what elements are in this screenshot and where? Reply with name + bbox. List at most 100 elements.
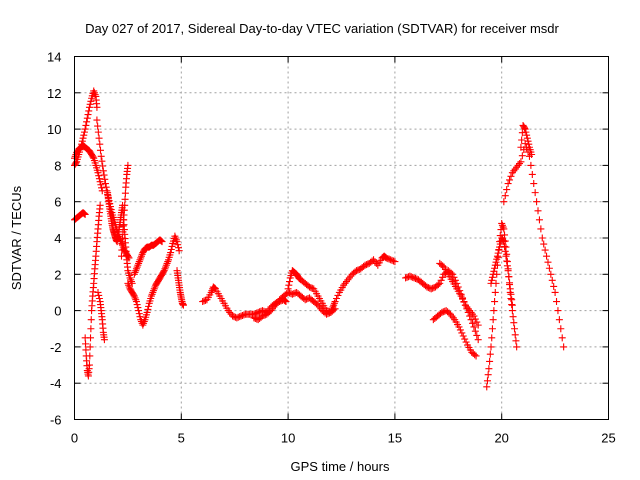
data-point — [508, 296, 516, 304]
data-point — [472, 352, 480, 360]
data-point — [117, 252, 125, 260]
data-point — [461, 301, 469, 309]
data-point — [119, 228, 127, 236]
data-point — [86, 343, 94, 351]
data-point — [87, 97, 95, 105]
data-point — [89, 153, 97, 161]
x-axis-label: GPS time / hours — [291, 459, 390, 474]
data-point — [80, 131, 88, 139]
data-point — [462, 338, 470, 346]
data-point — [523, 134, 531, 142]
data-point — [173, 238, 181, 246]
data-point — [85, 361, 93, 369]
y-tick-label: -4 — [50, 376, 62, 391]
data-point — [168, 242, 176, 250]
data-point — [143, 308, 151, 316]
data-point — [473, 318, 481, 326]
data-point — [334, 291, 342, 299]
data-point — [537, 225, 545, 233]
data-point — [499, 236, 507, 244]
data-point — [511, 325, 519, 333]
data-point — [528, 170, 536, 178]
data-point — [121, 195, 129, 203]
data-point — [100, 171, 108, 179]
x-tick-label: 20 — [494, 431, 508, 446]
data-point — [512, 337, 520, 345]
x-tick-label: 5 — [178, 431, 185, 446]
data-point — [167, 249, 175, 257]
data-point — [504, 267, 512, 275]
data-series-r — [436, 259, 482, 344]
data-point — [488, 273, 496, 281]
data-point — [506, 176, 514, 184]
data-point — [551, 288, 559, 296]
data-point — [493, 255, 501, 263]
data-point — [508, 301, 516, 309]
x-axis: 0 5 10 15 20 25 — [71, 56, 616, 446]
data-point — [523, 131, 531, 139]
y-tick-label: 12 — [47, 86, 61, 101]
data-series-e — [81, 201, 104, 380]
data-point — [487, 279, 495, 287]
data-point — [495, 246, 503, 254]
data-point — [281, 297, 289, 305]
data-point — [135, 307, 143, 315]
y-tick-label: 10 — [47, 122, 61, 137]
data-point — [119, 222, 127, 230]
data-point — [496, 243, 504, 251]
chart-title: Day 027 of 2017, Sidereal Day-to-day VTE… — [85, 21, 559, 36]
data-point — [96, 178, 104, 186]
data-point — [504, 180, 512, 188]
data-point — [84, 111, 92, 119]
data-point — [484, 371, 492, 379]
data-point — [555, 316, 563, 324]
data-point — [103, 187, 111, 195]
data-point — [520, 124, 528, 132]
data-point — [439, 262, 447, 270]
data-point — [459, 332, 467, 340]
data-point — [81, 125, 89, 133]
data-point — [506, 279, 514, 287]
data-point — [157, 236, 165, 244]
data-series-l — [199, 283, 290, 322]
data-point — [175, 247, 183, 255]
data-point — [434, 281, 442, 289]
data-point — [500, 198, 508, 206]
data-point — [530, 180, 538, 188]
data-point — [498, 221, 506, 229]
data-point — [144, 305, 152, 313]
data-series-v — [517, 121, 536, 159]
data-series-m — [250, 288, 292, 324]
y-tick-label: 6 — [54, 195, 61, 210]
y-axis: -6 -4 -2 0 2 4 6 8 10 12 14 — [47, 50, 609, 428]
data-point — [463, 305, 471, 313]
data-point — [121, 189, 129, 197]
data-point — [455, 323, 463, 331]
y-axis-label: SDTVAR / TECUs — [9, 185, 24, 290]
data-point — [471, 327, 479, 335]
data-point — [459, 295, 467, 303]
data-point — [527, 161, 535, 169]
data-point — [79, 134, 87, 142]
data-point — [99, 162, 107, 170]
data-point — [531, 189, 539, 197]
data-point — [95, 295, 103, 302]
data-point — [503, 186, 511, 194]
data-point — [124, 161, 132, 169]
data-point — [489, 270, 497, 278]
data-point — [100, 336, 108, 344]
data-point — [491, 298, 499, 306]
data-point — [282, 298, 290, 306]
data-point — [460, 298, 468, 306]
data-point — [474, 336, 482, 344]
data-point — [541, 246, 549, 254]
data-point — [534, 207, 542, 215]
data-point — [83, 114, 91, 122]
data-point — [501, 192, 509, 200]
y-tick-label: 14 — [47, 50, 61, 65]
data-series-n — [284, 252, 399, 316]
data-point — [503, 250, 511, 258]
data-point — [466, 312, 474, 320]
data-point — [77, 143, 85, 151]
